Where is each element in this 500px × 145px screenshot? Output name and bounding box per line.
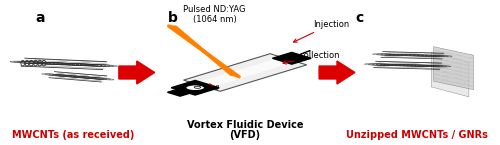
Text: $\theta$: $\theta$ bbox=[214, 83, 220, 92]
Text: c: c bbox=[356, 11, 364, 25]
Polygon shape bbox=[272, 52, 311, 64]
Polygon shape bbox=[381, 52, 446, 59]
Text: collection: collection bbox=[283, 51, 340, 64]
Polygon shape bbox=[171, 80, 219, 95]
FancyArrow shape bbox=[319, 61, 355, 84]
FancyArrow shape bbox=[119, 61, 154, 84]
Text: Vortex Fluidic Device: Vortex Fluidic Device bbox=[187, 120, 304, 130]
Text: b: b bbox=[168, 11, 177, 25]
Text: Injection: Injection bbox=[294, 20, 350, 42]
Text: (VFD): (VFD) bbox=[230, 130, 260, 140]
Polygon shape bbox=[49, 72, 108, 82]
Polygon shape bbox=[168, 88, 193, 96]
Polygon shape bbox=[21, 58, 108, 70]
Text: MWCNTs (as received): MWCNTs (as received) bbox=[12, 130, 134, 140]
Ellipse shape bbox=[186, 85, 204, 91]
Polygon shape bbox=[194, 57, 296, 88]
Ellipse shape bbox=[194, 86, 201, 88]
Text: a: a bbox=[36, 11, 45, 25]
Text: Unzipped MWCNTs / GNRs: Unzipped MWCNTs / GNRs bbox=[346, 130, 488, 140]
Polygon shape bbox=[184, 54, 307, 91]
Text: Pulsed ND:YAG
(1064 nm): Pulsed ND:YAG (1064 nm) bbox=[184, 5, 246, 24]
Polygon shape bbox=[434, 47, 474, 90]
Polygon shape bbox=[431, 52, 469, 97]
Polygon shape bbox=[374, 61, 443, 69]
